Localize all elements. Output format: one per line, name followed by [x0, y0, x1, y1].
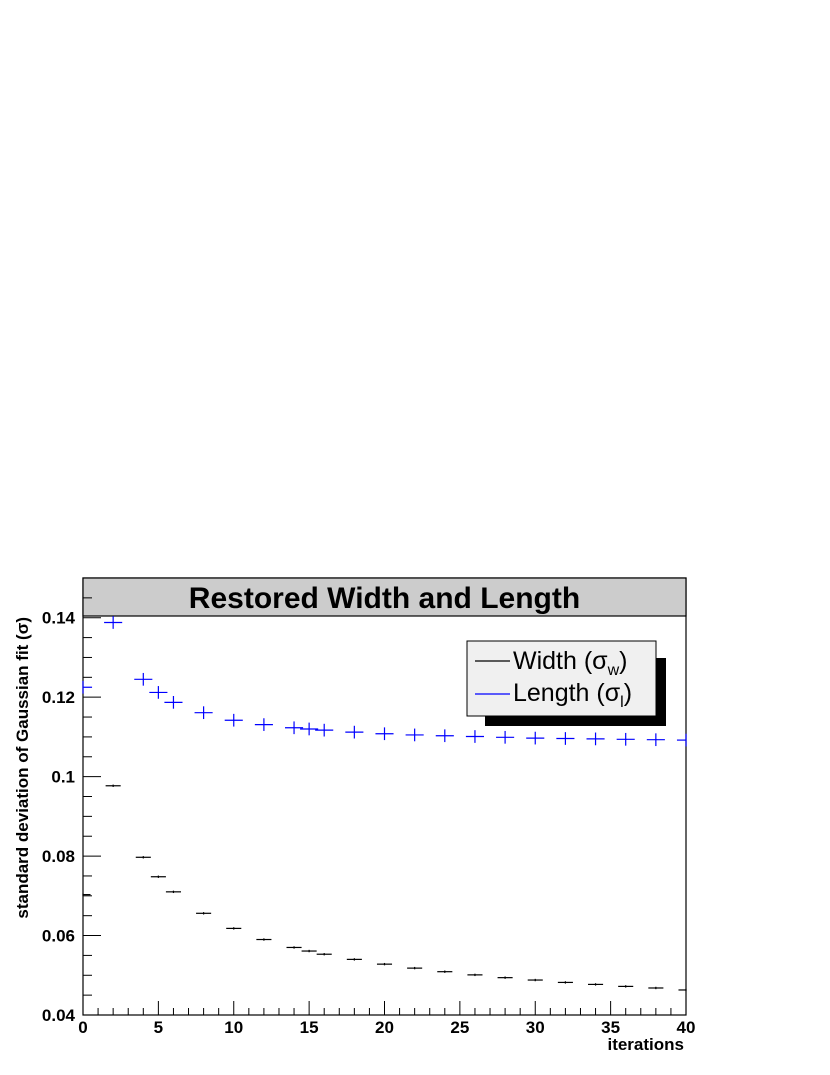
- data-point: [616, 732, 635, 746]
- chart-title: Restored Width and Length: [189, 582, 580, 615]
- data-point: [618, 985, 634, 988]
- x-tick-label: 5: [154, 1018, 163, 1037]
- data-point: [82, 680, 93, 694]
- data-point: [256, 938, 272, 941]
- x-axis-title: iterations: [607, 1035, 684, 1054]
- x-tick-label: 10: [224, 1018, 243, 1037]
- data-point: [435, 729, 454, 743]
- legend-box: [466, 640, 657, 717]
- data-point: [104, 616, 123, 629]
- data-point: [588, 983, 604, 986]
- legend-label-width-close: ): [619, 647, 627, 675]
- data-point: [557, 981, 573, 984]
- data-point: [527, 978, 543, 982]
- y-tick-label: 0.04: [42, 1006, 76, 1025]
- data-point: [224, 713, 243, 727]
- x-tick-label: 25: [450, 1018, 469, 1037]
- data-point: [194, 706, 213, 720]
- series-layer: [82, 616, 687, 992]
- data-point: [678, 988, 687, 992]
- data-point: [465, 730, 484, 743]
- data-point: [82, 893, 91, 896]
- y-tick-label: 0.12: [42, 688, 75, 707]
- legend-label-length-main: Length (σ: [513, 679, 621, 707]
- data-point: [150, 875, 166, 878]
- data-point: [345, 725, 364, 739]
- y-axis-tick-labels: 0.04 0.06 0.08 0.1 0.12 0.14: [42, 609, 76, 1025]
- legend-label-length-close: ): [624, 679, 632, 707]
- x-tick-label: 40: [677, 1018, 696, 1037]
- legend-label-width: Width (σw): [513, 647, 628, 679]
- data-point: [586, 732, 605, 746]
- y-tick-label: 0.06: [42, 927, 75, 946]
- y-axis-ticks: [83, 577, 101, 1016]
- data-point: [286, 946, 302, 949]
- y-tick-label: 0.08: [42, 847, 75, 866]
- data-point: [226, 927, 242, 930]
- x-axis-tick-labels: 0 5 10 15 20 25 30 35 40: [78, 1018, 695, 1037]
- x-tick-label: 20: [375, 1018, 394, 1037]
- legend: Width (σw) Length (σl): [466, 640, 666, 726]
- data-point: [149, 686, 168, 699]
- legend-label-length-sub: l: [620, 694, 624, 711]
- data-point: [526, 731, 545, 745]
- title-box: [82, 577, 687, 617]
- y-tick-label: 0.1: [51, 768, 75, 787]
- legend-label-width-main: Width (σ: [513, 647, 608, 675]
- data-point: [407, 966, 423, 970]
- data-point: [556, 732, 575, 745]
- data-point: [164, 695, 183, 709]
- data-point: [497, 976, 513, 979]
- data-point: [646, 733, 665, 747]
- x-tick-label: 15: [300, 1018, 319, 1037]
- data-point: [467, 973, 483, 977]
- data-point: [285, 721, 304, 735]
- y-axis-title: standard deviation of Gaussian fit (σ): [13, 617, 32, 919]
- x-tick-label: 30: [526, 1018, 545, 1037]
- data-point: [346, 958, 362, 961]
- x-tick-label: 35: [601, 1018, 620, 1037]
- data-point: [375, 727, 394, 741]
- data-point: [316, 953, 332, 956]
- data-point: [300, 722, 319, 736]
- data-point: [376, 962, 393, 966]
- data-point: [676, 733, 687, 747]
- data-point: [165, 890, 181, 894]
- x-axis-ticks: [82, 1001, 687, 1015]
- data-point: [135, 856, 151, 859]
- data-point: [105, 784, 121, 787]
- series-width: [82, 784, 687, 992]
- y-tick-label: 0.14: [42, 609, 76, 628]
- legend-label-width-sub: w: [607, 662, 620, 679]
- data-point: [196, 912, 212, 915]
- data-point: [405, 728, 424, 742]
- data-point: [254, 718, 273, 731]
- data-point: [648, 986, 664, 990]
- legend-label-length: Length (σl): [513, 679, 632, 711]
- series-length: [82, 616, 687, 747]
- data-point: [437, 970, 453, 973]
- data-point: [315, 723, 334, 737]
- x-tick-label: 0: [78, 1018, 87, 1037]
- data-point: [301, 949, 317, 953]
- data-point: [496, 730, 515, 744]
- data-point: [134, 672, 153, 686]
